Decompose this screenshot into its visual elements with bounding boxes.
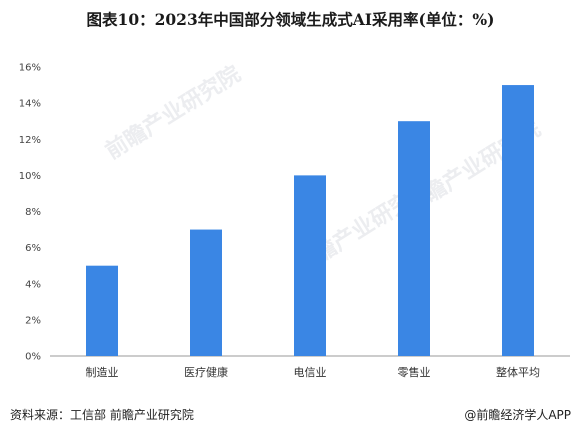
y-tick-label: 2%: [25, 315, 41, 326]
y-tick-label: 6%: [25, 243, 41, 254]
y-axis: 0% 2% 4% 6% 8% 10% 12% 14% 16%: [19, 63, 41, 363]
source-note: 资料来源：工信部 前瞻产业研究院: [10, 408, 194, 422]
bar-0: [86, 265, 118, 356]
y-tick-label: 0%: [25, 352, 41, 363]
chart-title: 图表10：2023年中国部分领域生成式AI采用率(单位：%): [86, 10, 495, 29]
y-tick-label: 16%: [19, 63, 41, 74]
bar-3: [398, 121, 430, 356]
bar-2: [294, 175, 326, 356]
bar-4: [502, 85, 534, 356]
y-tick-label: 8%: [25, 207, 41, 218]
bar-1: [190, 229, 222, 356]
x-axis: 制造业 医疗健康 电信业 零售业 整体平均: [86, 365, 541, 379]
x-tick-label: 医疗健康: [184, 365, 228, 379]
y-tick-label: 14%: [19, 99, 41, 110]
y-tick-label: 4%: [25, 279, 41, 290]
x-tick-label: 零售业: [398, 365, 431, 379]
bar-chart: 0% 2% 4% 6% 8% 10% 12% 14% 16% 制造业 医疗健康 电信业 零售业 整体平均: [19, 63, 570, 379]
x-tick-label: 电信业: [294, 366, 327, 379]
brand-credit: @前瞻经济学人APP: [464, 408, 571, 422]
y-tick-label: 12%: [19, 135, 41, 146]
bars: [86, 85, 534, 356]
y-tick-label: 10%: [19, 171, 41, 182]
x-tick-label: 整体平均: [496, 365, 540, 379]
x-tick-label: 制造业: [86, 365, 119, 379]
